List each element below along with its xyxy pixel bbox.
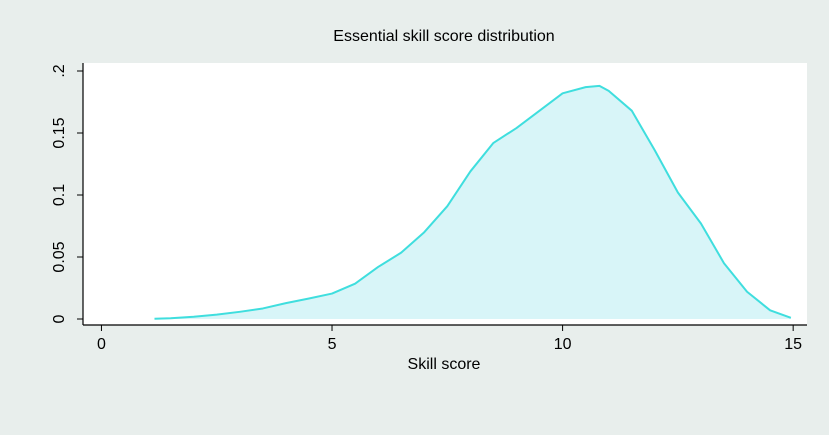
y-tick-label: 0 xyxy=(51,314,68,323)
y-tick-label: 0.1 xyxy=(51,184,68,206)
y-ticks: 0 0.05 0.1 0.15 .2 xyxy=(51,64,83,323)
y-tick-label: .2 xyxy=(51,64,68,77)
density-area-fill xyxy=(154,85,791,319)
series-group xyxy=(154,84,792,320)
y-tick-label: 0.15 xyxy=(51,117,68,148)
x-tick-label: 5 xyxy=(328,336,337,353)
x-tick-label: 0 xyxy=(97,336,106,353)
y-tick-label: 0.05 xyxy=(51,241,68,272)
x-tick-label: 15 xyxy=(784,336,802,353)
x-ticks: 0 5 10 15 xyxy=(97,325,802,353)
chart-title: Essential skill score distribution xyxy=(333,28,554,45)
density-line xyxy=(154,84,792,320)
x-tick-label: 10 xyxy=(554,336,572,353)
x-axis-label: Skill score xyxy=(408,356,481,373)
